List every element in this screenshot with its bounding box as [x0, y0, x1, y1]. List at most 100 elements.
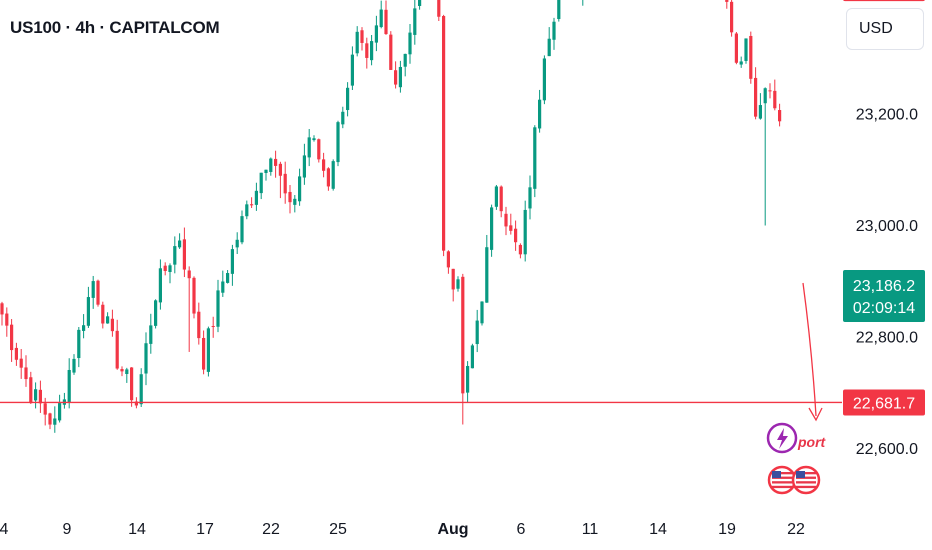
candle-body[interactable]	[470, 345, 474, 369]
currency-button[interactable]: USD	[846, 8, 924, 50]
candle-body[interactable]	[547, 38, 551, 57]
candle-body[interactable]	[29, 377, 33, 404]
candle-body[interactable]	[269, 158, 273, 172]
candle-body[interactable]	[413, 8, 417, 35]
candle-body[interactable]	[48, 413, 52, 425]
candle-body[interactable]	[158, 268, 162, 303]
candle-body[interactable]	[173, 246, 177, 265]
candle-body[interactable]	[96, 280, 100, 305]
candle-body[interactable]	[202, 337, 206, 370]
candle-body[interactable]	[442, 16, 446, 251]
candle-body[interactable]	[355, 31, 359, 54]
candle-body[interactable]	[77, 329, 81, 359]
candle-body[interactable]	[499, 186, 503, 212]
candle-body[interactable]	[754, 77, 758, 117]
candle-body[interactable]	[230, 249, 234, 274]
candle-body[interactable]	[336, 122, 340, 163]
candle-body[interactable]	[14, 347, 18, 360]
candle-body[interactable]	[533, 127, 537, 189]
candle-body[interactable]	[490, 207, 494, 250]
candle-body[interactable]	[437, 0, 441, 17]
candle-body[interactable]	[360, 30, 364, 43]
candle-body[interactable]	[192, 277, 196, 314]
candle-body[interactable]	[283, 173, 287, 194]
candle-body[interactable]	[288, 191, 292, 203]
candle-body[interactable]	[398, 66, 402, 88]
candle-body[interactable]	[350, 54, 354, 86]
candle-body[interactable]	[226, 273, 230, 283]
candle-body[interactable]	[278, 163, 282, 176]
candle-body[interactable]	[461, 276, 465, 394]
candle-body[interactable]	[24, 367, 28, 380]
candle-body[interactable]	[475, 320, 479, 345]
candle-body[interactable]	[403, 53, 407, 67]
candle-body[interactable]	[144, 343, 148, 374]
candle-body[interactable]	[168, 265, 172, 272]
candle-body[interactable]	[302, 155, 306, 178]
candle-body[interactable]	[211, 326, 215, 328]
candle-body[interactable]	[139, 374, 143, 405]
candle-body[interactable]	[374, 25, 378, 43]
candle-body[interactable]	[466, 365, 470, 393]
candle-body[interactable]	[725, 0, 729, 2]
candle-body[interactable]	[778, 110, 782, 122]
candle-body[interactable]	[154, 300, 158, 326]
candle-body[interactable]	[197, 311, 201, 339]
candle-body[interactable]	[19, 358, 23, 368]
candle-body[interactable]	[365, 43, 369, 58]
candle-body[interactable]	[216, 290, 220, 327]
candle-body[interactable]	[206, 328, 210, 372]
candle-body[interactable]	[259, 172, 263, 194]
candle-body[interactable]	[370, 41, 374, 61]
candle-body[interactable]	[773, 90, 777, 109]
candle-body[interactable]	[10, 324, 14, 351]
candle-body[interactable]	[749, 35, 753, 79]
candle-body[interactable]	[758, 105, 762, 119]
candle-body[interactable]	[528, 187, 532, 209]
candle-body[interactable]	[130, 367, 134, 401]
candle-body[interactable]	[552, 21, 556, 40]
candle-body[interactable]	[149, 325, 153, 344]
candle-body[interactable]	[250, 204, 254, 206]
candle-body[interactable]	[389, 34, 393, 70]
candle-body[interactable]	[82, 325, 86, 331]
candle-body[interactable]	[341, 111, 345, 125]
candle-body[interactable]	[408, 32, 412, 55]
candle-body[interactable]	[514, 228, 518, 243]
candle-body[interactable]	[317, 139, 321, 160]
candle-body[interactable]	[120, 369, 124, 372]
candle-body[interactable]	[763, 88, 767, 104]
candle-body[interactable]	[744, 38, 748, 61]
us-flag-icon[interactable]	[791, 465, 821, 495]
candle-body[interactable]	[494, 186, 498, 207]
candle-body[interactable]	[384, 9, 388, 35]
candle-body[interactable]	[485, 247, 489, 303]
candle-body[interactable]	[418, 0, 422, 6]
candle-body[interactable]	[125, 369, 129, 374]
candle-body[interactable]	[110, 318, 114, 332]
candle-body[interactable]	[0, 303, 4, 315]
candle-body[interactable]	[86, 297, 90, 326]
candle-body[interactable]	[523, 209, 527, 255]
candle-body[interactable]	[235, 239, 239, 248]
candle-body[interactable]	[34, 389, 38, 401]
candle-body[interactable]	[67, 369, 71, 403]
candle-body[interactable]	[182, 239, 186, 270]
candle-body[interactable]	[221, 281, 225, 293]
candle-body[interactable]	[58, 403, 62, 421]
candle-body[interactable]	[730, 1, 734, 33]
candle-body[interactable]	[312, 138, 316, 141]
candle-body[interactable]	[346, 87, 350, 111]
candle-body[interactable]	[134, 401, 138, 406]
candle-body[interactable]	[518, 244, 522, 255]
candle-body[interactable]	[91, 281, 95, 298]
candle-body[interactable]	[264, 169, 268, 173]
candle-body[interactable]	[504, 213, 508, 227]
candle-body[interactable]	[53, 418, 57, 425]
candle-body[interactable]	[101, 304, 105, 324]
candle-body[interactable]	[326, 168, 330, 187]
candle-body[interactable]	[254, 190, 258, 205]
candle-body[interactable]	[538, 99, 542, 129]
candle-body[interactable]	[557, 0, 561, 20]
us-flag-icon[interactable]	[767, 465, 797, 495]
